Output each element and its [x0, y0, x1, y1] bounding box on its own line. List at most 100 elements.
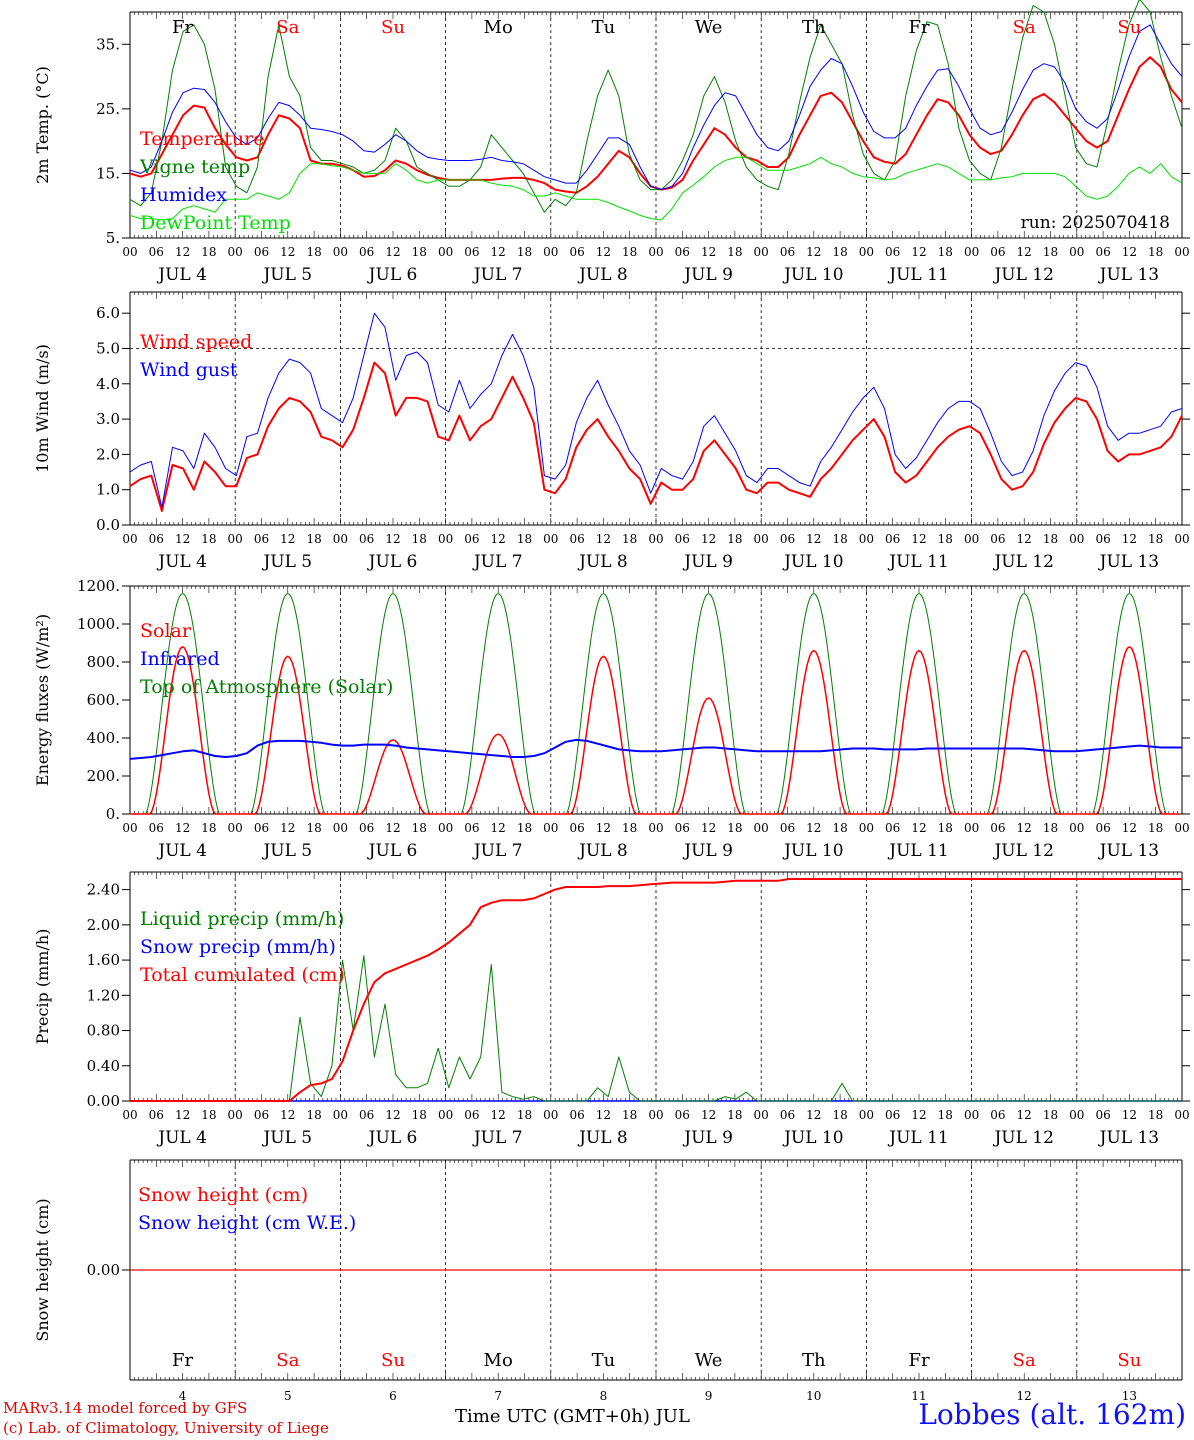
date-label: JUL 6	[367, 1128, 418, 1148]
weekday-label: Fr	[908, 1350, 929, 1371]
hour-tick-label: 18	[412, 1108, 427, 1122]
hour-tick-label: 06	[990, 821, 1005, 835]
hour-tick-label: 12	[596, 245, 611, 259]
hour-tick-label: 12	[385, 532, 400, 546]
hour-tick-label: 18	[938, 532, 953, 546]
hour-tick-label: 12	[1122, 1108, 1137, 1122]
weekday-label: Th	[802, 17, 826, 38]
hour-tick-label: 06	[464, 245, 479, 259]
hour-tick-label: 18	[1148, 245, 1163, 259]
date-label: JUL 5	[261, 265, 312, 285]
hour-tick-label: 00	[754, 1108, 769, 1122]
y-tick-label: 2.40	[87, 881, 120, 899]
hour-tick-label: 00	[333, 245, 348, 259]
date-label: JUL 4	[156, 265, 207, 285]
hour-tick-label: 18	[201, 821, 216, 835]
hour-tick-label: 06	[464, 532, 479, 546]
hour-tick-label: 18	[517, 1108, 532, 1122]
hour-tick-label: 18	[1148, 532, 1163, 546]
hour-tick-label: 18	[412, 245, 427, 259]
hour-tick-label: 06	[569, 532, 584, 546]
hour-tick-label: 18	[727, 821, 742, 835]
hour-tick-label: 12	[175, 821, 190, 835]
legend-entry: Total cumulated (cm)	[140, 964, 345, 986]
model-credit-line1: MARv3.14 model forced by GFS	[3, 1399, 248, 1417]
hour-tick-label: 00	[754, 245, 769, 259]
hour-tick-label: 18	[622, 821, 637, 835]
date-label: JUL 7	[472, 841, 523, 861]
date-label: JUL 12	[992, 265, 1053, 285]
hour-tick-label: 00	[964, 245, 979, 259]
date-label: JUL 6	[367, 265, 418, 285]
hour-tick-label: 06	[569, 245, 584, 259]
weekday-label: Su	[381, 17, 405, 38]
hour-tick-label: 18	[412, 821, 427, 835]
date-label: JUL 9	[682, 841, 733, 861]
date-label: JUL 7	[472, 265, 523, 285]
hour-tick-label: 00	[1069, 1108, 1084, 1122]
hour-tick-label: 00	[1174, 1108, 1189, 1122]
hour-tick-label: 00	[964, 821, 979, 835]
weekday-label: Su	[1117, 1350, 1141, 1371]
hour-tick-label: 00	[438, 532, 453, 546]
legend-entry: Wind speed	[140, 331, 252, 353]
hour-tick-label: 18	[727, 1108, 742, 1122]
weekday-label: Sa	[1013, 1350, 1036, 1371]
hour-tick-label: 06	[885, 245, 900, 259]
hour-tick-label: 18	[412, 532, 427, 546]
hour-tick-label: 12	[385, 1108, 400, 1122]
hour-tick-label: 06	[885, 532, 900, 546]
hour-tick-label: 18	[306, 821, 321, 835]
hour-tick-label: 00	[122, 532, 137, 546]
hour-tick-label: 00	[122, 1108, 137, 1122]
date-label: JUL 13	[1098, 1128, 1159, 1148]
time-axis-title: Time UTC (GMT+0h) JUL	[455, 1406, 690, 1427]
legend-entry: Liquid precip (mm/h)	[140, 908, 344, 930]
hour-tick-label: 18	[1043, 1108, 1058, 1122]
hour-tick-label: 12	[806, 821, 821, 835]
hour-tick-label: 00	[543, 245, 558, 259]
hour-tick-label: 06	[254, 1108, 269, 1122]
hour-tick-label: 18	[1148, 821, 1163, 835]
hour-tick-label: 18	[938, 1108, 953, 1122]
date-label: JUL 12	[992, 552, 1053, 572]
hour-tick-label: 18	[938, 245, 953, 259]
weekday-label: Fr	[172, 17, 193, 38]
hour-tick-label: 12	[911, 245, 926, 259]
hour-tick-label: 18	[622, 1108, 637, 1122]
date-label: JUL 8	[577, 841, 628, 861]
hour-tick-label: 06	[149, 1108, 164, 1122]
weekday-label: We	[695, 1350, 723, 1371]
hour-tick-label: 06	[254, 532, 269, 546]
hour-tick-label: 12	[280, 245, 295, 259]
hour-tick-label: 18	[832, 245, 847, 259]
hour-tick-label: 18	[1043, 245, 1058, 259]
hour-tick-label: 06	[569, 821, 584, 835]
hour-tick-label: 12	[280, 1108, 295, 1122]
series-line-infrared	[129, 738, 1182, 760]
legend-entry: Temperature	[140, 128, 264, 150]
hour-tick-label: 12	[701, 821, 716, 835]
y-tick-label: 1.60	[87, 951, 120, 969]
hour-tick-label: 00	[438, 821, 453, 835]
weekday-label: Sa	[1013, 17, 1036, 38]
hour-tick-label: 00	[648, 532, 663, 546]
hour-tick-label: 12	[1017, 245, 1032, 259]
hour-tick-label: 06	[149, 245, 164, 259]
day-number-label: 6	[389, 1389, 397, 1403]
weekday-label: Su	[1117, 17, 1141, 38]
hour-tick-label: 00	[1069, 532, 1084, 546]
weekday-label: Tu	[592, 17, 616, 38]
hour-tick-label: 06	[254, 245, 269, 259]
date-label: JUL 12	[992, 841, 1053, 861]
hour-tick-label: 06	[780, 532, 795, 546]
hour-tick-label: 06	[254, 821, 269, 835]
hour-tick-label: 06	[464, 1108, 479, 1122]
panel-precip: 0.00 0.40 0.80 1.20 1.60 2.00 2.40 Precip (mm/h…	[33, 871, 1190, 1148]
date-label: JUL 5	[261, 552, 312, 572]
hour-tick-label: 06	[464, 821, 479, 835]
hour-tick-label: 18	[938, 821, 953, 835]
weekday-label: Mo	[484, 1350, 513, 1371]
legend-entry: Snow height (cm W.E.)	[138, 1212, 356, 1234]
y-axis-label: 10m Wind (m/s)	[33, 344, 52, 473]
